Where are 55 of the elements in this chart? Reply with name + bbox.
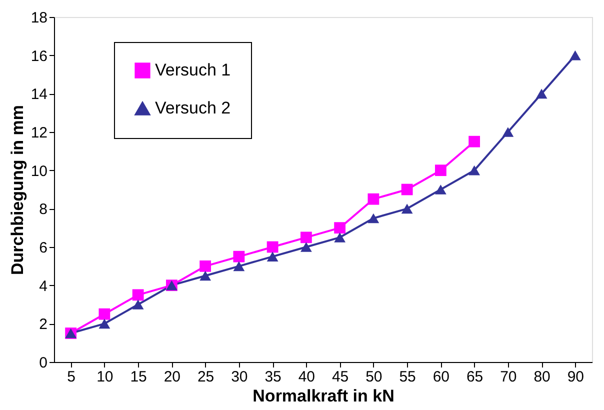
x-tick-label: 25: [197, 368, 214, 386]
y-axis-title: Durchbiegung in mm: [8, 105, 27, 275]
x-tick-label: 55: [399, 368, 416, 386]
point: [200, 270, 212, 281]
x-tick-label: 65: [466, 368, 484, 386]
point: [569, 50, 581, 60]
x-tick-label: 50: [366, 368, 382, 386]
x-tick-label: 90: [567, 368, 584, 386]
point: [468, 136, 480, 148]
point: [334, 232, 346, 242]
y-tick-label: 8: [39, 201, 48, 218]
x-tick-label: 15: [130, 368, 147, 386]
y-tick-label: 4: [39, 278, 48, 295]
point: [368, 193, 380, 205]
y-tick-label: 10: [30, 162, 48, 180]
point: [300, 242, 312, 252]
x-axis-title: Normalkraft in kN: [252, 386, 394, 406]
y-tick-label: 14: [30, 86, 48, 104]
point: [334, 222, 346, 234]
y-tick-label: 2: [39, 316, 48, 334]
x-tick-label: 45: [332, 368, 349, 386]
x-tick-label: 60: [432, 368, 450, 386]
point: [266, 252, 278, 262]
x-tick-label: 5: [67, 368, 76, 386]
point: [233, 261, 245, 272]
x-tick-label: 10: [96, 368, 114, 386]
point: [434, 164, 446, 176]
x-tick-label: 80: [534, 368, 550, 386]
y-tick-label: 6: [39, 240, 48, 256]
point: [200, 260, 212, 272]
point: [434, 184, 446, 194]
legend-label: Versuch 1: [155, 60, 231, 80]
point: [401, 184, 413, 196]
y-tick-label: 0: [39, 354, 48, 372]
y-tick-label: 18: [30, 10, 48, 26]
point: [233, 250, 245, 262]
point: [98, 318, 110, 329]
y-tick-label: 16: [30, 48, 48, 65]
point: [368, 213, 380, 224]
point: [536, 88, 548, 99]
point: [132, 289, 144, 301]
point: [98, 308, 110, 320]
y-tick-label: 12: [30, 124, 48, 142]
legend-label: Versuch 2: [155, 98, 231, 118]
point: [266, 241, 278, 253]
point: [468, 165, 480, 176]
x-tick-label: 35: [264, 368, 282, 386]
point: [300, 232, 312, 244]
x-tick-label: 30: [231, 368, 248, 386]
x-tick-label: 70: [500, 368, 517, 386]
x-tick-label: 40: [298, 368, 316, 386]
point: [502, 127, 514, 137]
x-tick-label: 20: [164, 368, 181, 386]
point: [401, 204, 413, 214]
point: [132, 300, 144, 310]
